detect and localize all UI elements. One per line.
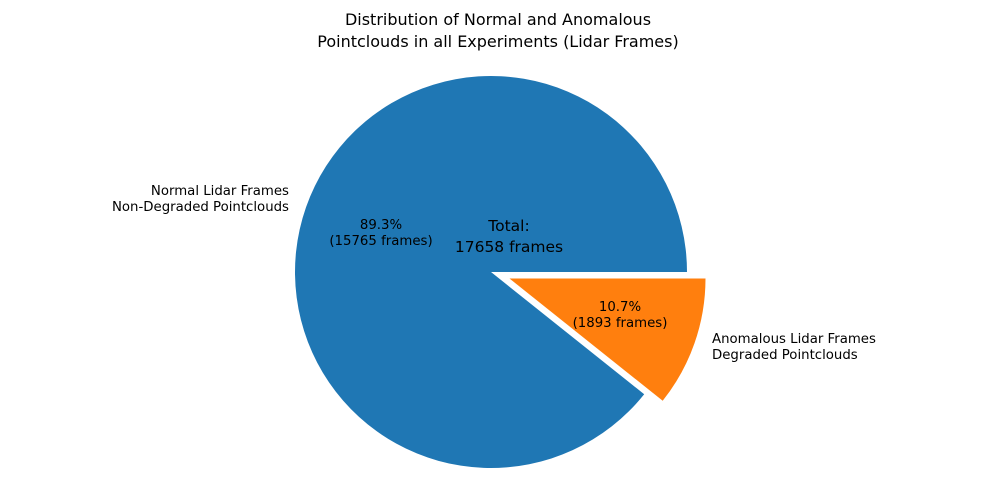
pie-slice-1 (509, 278, 706, 401)
slice-label-normal: Normal Lidar Frames Non-Degraded Pointcl… (111, 184, 289, 215)
slice-label-anomalous: Anomalous Lidar Frames Degraded Pointclo… (712, 332, 876, 363)
autopct-normal: 89.3% (15765 frames) (329, 218, 433, 249)
chart-title: Distribution of Normal and Anomalous Poi… (317, 10, 679, 52)
autopct-anomalous: 10.7% (1893 frames) (572, 300, 668, 331)
total-annotation: Total: 17658 frames (454, 217, 564, 256)
pie-slice-0 (294, 75, 687, 468)
